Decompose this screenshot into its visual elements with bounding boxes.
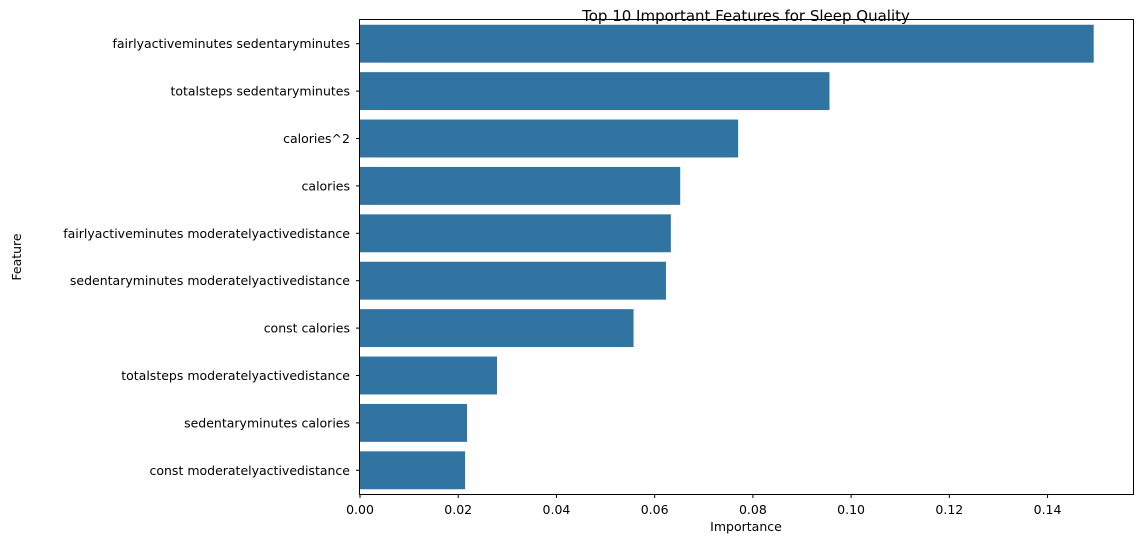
chart-title: Top 10 Important Features for Sleep Qual… <box>581 7 910 25</box>
bar <box>360 214 671 253</box>
bar <box>360 309 634 348</box>
x-tick-label: 0.12 <box>935 502 963 517</box>
plot-frame <box>359 19 1134 495</box>
bar <box>360 356 498 395</box>
y-tick-label: const moderatelyactivedistance <box>149 463 350 478</box>
bar <box>360 24 1094 63</box>
y-tick-labels: fairlyactiveminutes sedentaryminutes tota… <box>63 36 360 478</box>
y-tick-label: fairlyactiveminutes moderatelyactivedist… <box>63 226 350 241</box>
x-tick-label: 0.00 <box>346 502 374 517</box>
x-ticks: 0.00 0.02 0.04 0.06 0.08 0.10 0.12 0.14 <box>346 494 1062 517</box>
x-tick-label: 0.06 <box>641 502 669 517</box>
y-tick-label: calories <box>302 178 350 193</box>
y-tick-label: sedentaryminutes moderatelyactivedistanc… <box>70 273 350 288</box>
x-tick-label: 0.14 <box>1034 502 1062 517</box>
x-tick-label: 0.04 <box>543 502 571 517</box>
y-tick-label: totalsteps moderatelyactivedistance <box>121 368 350 383</box>
y-tick-label: const calories <box>264 321 350 336</box>
y-tick-label: calories^2 <box>283 131 350 146</box>
bars-group <box>360 24 1094 490</box>
y-tick-label: fairlyactiveminutes sedentaryminutes <box>112 36 350 51</box>
bar <box>360 166 681 205</box>
bar <box>360 261 666 300</box>
x-axis-label: Importance <box>710 519 782 534</box>
bar <box>360 72 830 111</box>
x-tick-label: 0.10 <box>837 502 865 517</box>
x-tick-label: 0.08 <box>739 502 767 517</box>
bar <box>360 451 466 490</box>
bar <box>360 403 468 442</box>
y-axis-label: Feature <box>9 233 24 281</box>
bar <box>360 119 739 158</box>
y-tick-label: sedentaryminutes calories <box>184 415 350 430</box>
y-tick-label: totalsteps sedentaryminutes <box>170 84 350 99</box>
x-tick-label: 0.02 <box>444 502 472 517</box>
